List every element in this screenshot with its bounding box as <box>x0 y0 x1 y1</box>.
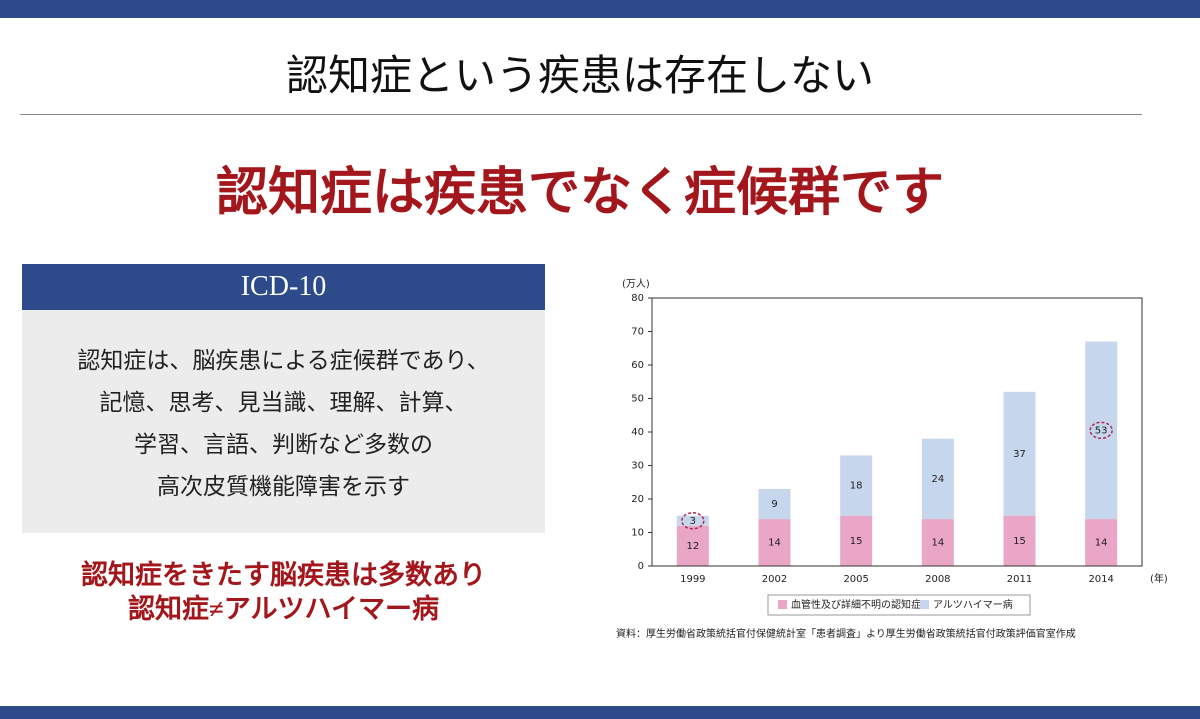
subtitle: 認知症は疾患でなく症候群です <box>215 165 944 222</box>
bottom-bar <box>0 706 1200 719</box>
top-bar <box>0 0 1200 18</box>
data-label: 18 <box>850 481 863 492</box>
x-tick-label: 1999 <box>680 574 705 585</box>
y-tick-label: 50 <box>631 394 644 405</box>
box-title: ICD-10 <box>22 264 545 310</box>
bar-segment <box>921 519 954 566</box>
box-line: 認知症は、脳疾患による症候群であり、 <box>77 348 490 373</box>
legend-label: アルツハイマー病 <box>933 598 1013 611</box>
divider <box>20 114 1142 115</box>
box-line: 高次皮質機能障害を示す <box>157 474 410 499</box>
x-tick-label: 2011 <box>1007 574 1032 585</box>
bar-segment <box>1003 515 1036 566</box>
x-tick-label: 2005 <box>843 574 868 585</box>
data-label: 14 <box>931 538 944 549</box>
highlight <box>681 512 705 530</box>
bar-segment <box>1085 341 1118 520</box>
x-tick-label: 2014 <box>1088 574 1113 585</box>
source: 資料：厚生労働省政策統括官付保健統計室「患者調査」より厚生労働省政策統括官付政策… <box>616 627 1076 640</box>
highlight <box>1089 421 1113 440</box>
legend-swatch <box>778 600 787 609</box>
y-tick-label: 20 <box>631 494 644 505</box>
data-label: 9 <box>771 499 777 510</box>
x-tick-label: 2002 <box>762 574 787 585</box>
data-label: 12 <box>686 541 699 552</box>
bar-segment <box>921 438 954 520</box>
bar-segment <box>758 488 791 520</box>
box-body: 認知症は、脳疾患による症候群であり、 記憶、思考、見当識、理解、計算、 学習、言… <box>22 310 545 533</box>
notes: 認知症をきたす脳疾患は多数あり 認知症≠アルツハイマー病 <box>22 558 545 626</box>
data-label: 3 <box>690 516 696 527</box>
x-tick-label: 2008 <box>925 574 950 585</box>
bar-segment <box>758 519 791 566</box>
y-tick-label: 10 <box>631 528 644 539</box>
bar-segment <box>676 515 709 526</box>
data-label: 24 <box>931 474 944 485</box>
data-label: 15 <box>850 536 863 547</box>
y-tick-label: 80 <box>631 293 644 304</box>
x-unit: (年) <box>1150 572 1168 585</box>
y-tick-label: 60 <box>631 360 644 371</box>
data-label: 15 <box>1013 536 1026 547</box>
note: 認知症をきたす脳疾患は多数あり <box>81 560 486 590</box>
box-line: 記憶、思考、見当識、理解、計算、 <box>99 390 468 415</box>
y-tick-label: 30 <box>631 461 644 472</box>
legend-label: 血管性及び詳細不明の認知症 <box>791 598 921 611</box>
legend-swatch <box>920 600 929 609</box>
y-tick-label: 70 <box>631 327 644 338</box>
legend-box <box>767 594 1031 616</box>
data-label: 14 <box>1095 538 1108 549</box>
data-label: 14 <box>768 538 781 549</box>
y-tick-label: 0 <box>638 561 644 572</box>
y-tick-label: 40 <box>631 427 644 438</box>
bar-segment <box>676 525 709 566</box>
y-unit: (万人) <box>622 278 650 290</box>
bar-segment <box>1085 519 1118 566</box>
box-line: 学習、言語、判断など多数の <box>134 432 433 457</box>
title: 認知症という疾患は存在しない <box>285 54 874 100</box>
plot-frame <box>651 297 1143 567</box>
note: 認知症≠アルツハイマー病 <box>127 594 439 624</box>
bar-segment <box>840 515 873 566</box>
bar-segment <box>840 455 873 516</box>
data-label: 37 <box>1013 449 1026 460</box>
data-label: 53 <box>1095 425 1108 436</box>
bar-segment <box>1003 391 1036 516</box>
